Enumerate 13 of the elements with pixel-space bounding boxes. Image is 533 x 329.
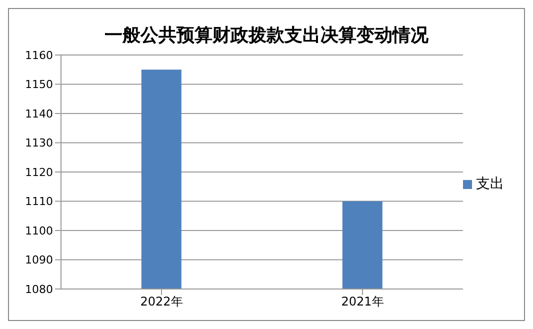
y-tick-label: 1100: [25, 224, 53, 238]
y-tick-label: 1090: [25, 254, 53, 267]
y-tick-label: 1120: [25, 166, 53, 179]
y-tick-label: 1140: [25, 107, 53, 120]
x-tick-label: 2021年: [341, 294, 384, 309]
y-tick-label: 1150: [25, 78, 53, 92]
chart-title: 一般公共预算财政拨款支出决算变动情况: [104, 24, 430, 48]
y-tick-label: 1080: [25, 282, 53, 296]
x-tick-label: 2022年: [140, 294, 183, 309]
legend-label: 支出: [476, 176, 504, 192]
y-tick-label: 1110: [25, 195, 53, 208]
y-tick-label: 1130: [25, 136, 53, 150]
y-tick-label: 1160: [25, 48, 53, 62]
